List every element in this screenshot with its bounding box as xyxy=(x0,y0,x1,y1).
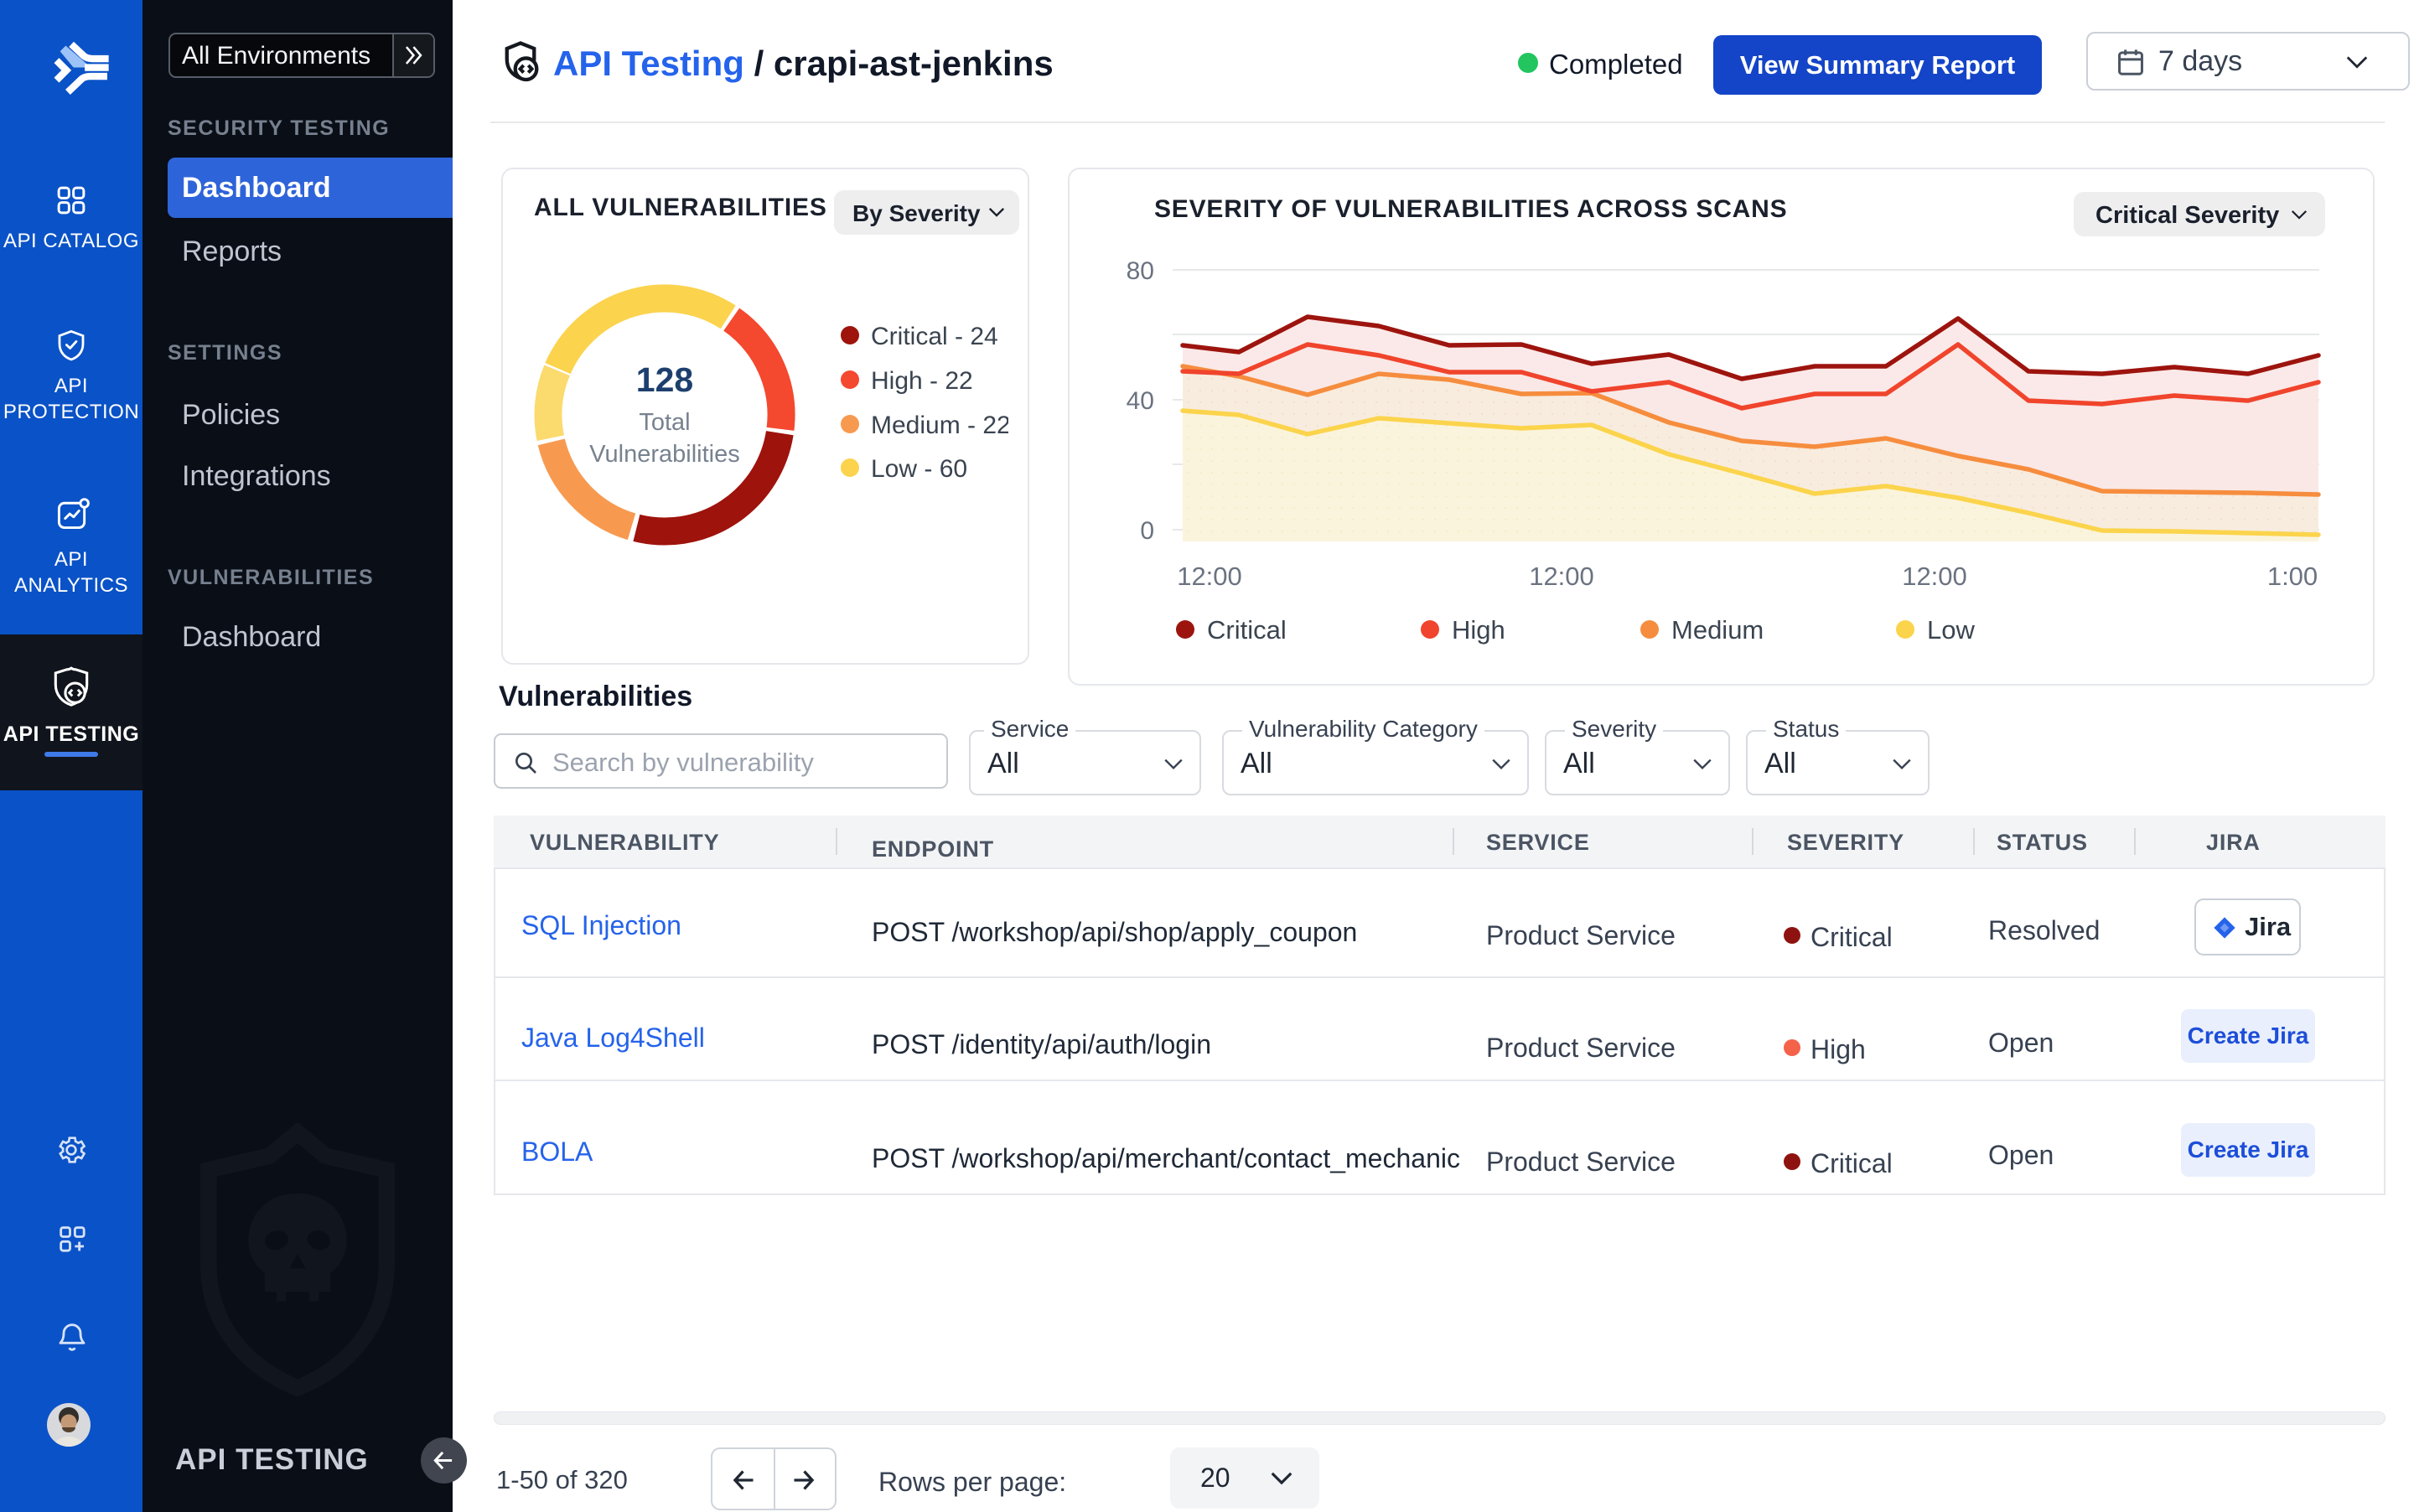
svg-text:Critical: Critical xyxy=(1207,615,1287,645)
svg-text:Critical - 24: Critical - 24 xyxy=(871,323,998,350)
svg-text:Medium - 22: Medium - 22 xyxy=(871,412,1008,439)
svg-text:0: 0 xyxy=(1140,517,1154,545)
svg-text:1:00: 1:00 xyxy=(2267,562,2318,591)
svg-text:128: 128 xyxy=(636,360,693,399)
svg-text:Low: Low xyxy=(1927,615,1975,645)
svg-text:80: 80 xyxy=(1127,257,1154,285)
svg-text:Total: Total xyxy=(639,409,690,436)
svg-text:12:00: 12:00 xyxy=(1529,562,1594,591)
svg-text:12:00: 12:00 xyxy=(1177,562,1242,591)
svg-text:Vulnerabilities: Vulnerabilities xyxy=(589,441,739,468)
svg-text:12:00: 12:00 xyxy=(1902,562,1967,591)
svg-text:40: 40 xyxy=(1127,387,1154,415)
svg-text:Medium: Medium xyxy=(1671,615,1764,645)
svg-text:High - 22: High - 22 xyxy=(871,367,973,395)
svg-text:Low - 60: Low - 60 xyxy=(871,455,967,483)
svg-text:High: High xyxy=(1452,615,1505,645)
